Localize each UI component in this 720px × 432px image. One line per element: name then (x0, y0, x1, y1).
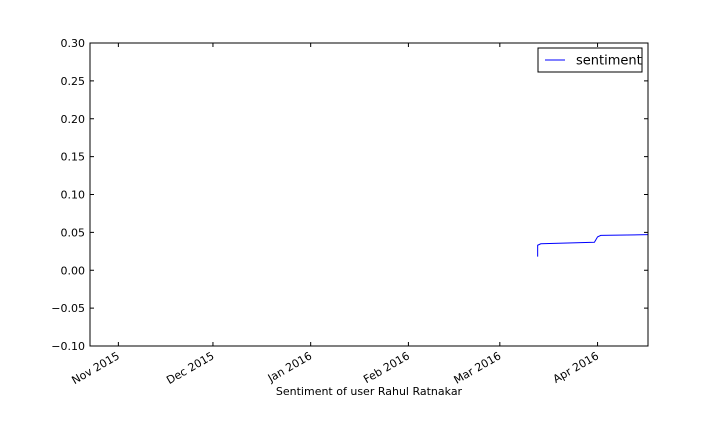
legend-label-sentiment: sentiment (576, 54, 642, 69)
y-tick-label: 0.10 (61, 189, 86, 202)
y-tick-label: 0.30 (61, 37, 86, 50)
plot-frame (89, 42, 649, 347)
y-tick-label: −0.05 (51, 302, 85, 315)
y-tick-label: 0.05 (61, 226, 86, 239)
series-line-sentiment (537, 234, 649, 257)
y-tick-label: 0.25 (61, 75, 86, 88)
y-tick-label: −0.10 (51, 340, 85, 353)
legend: sentiment (537, 47, 643, 73)
y-tick-label: 0.15 (61, 151, 86, 164)
plot-area (90, 43, 648, 346)
series-layer (537, 234, 649, 257)
y-tick-label: 0.00 (61, 264, 86, 277)
y-tick-label: 0.20 (61, 113, 86, 126)
x-axis-label: Sentiment of user Rahul Ratnakar (276, 385, 463, 398)
